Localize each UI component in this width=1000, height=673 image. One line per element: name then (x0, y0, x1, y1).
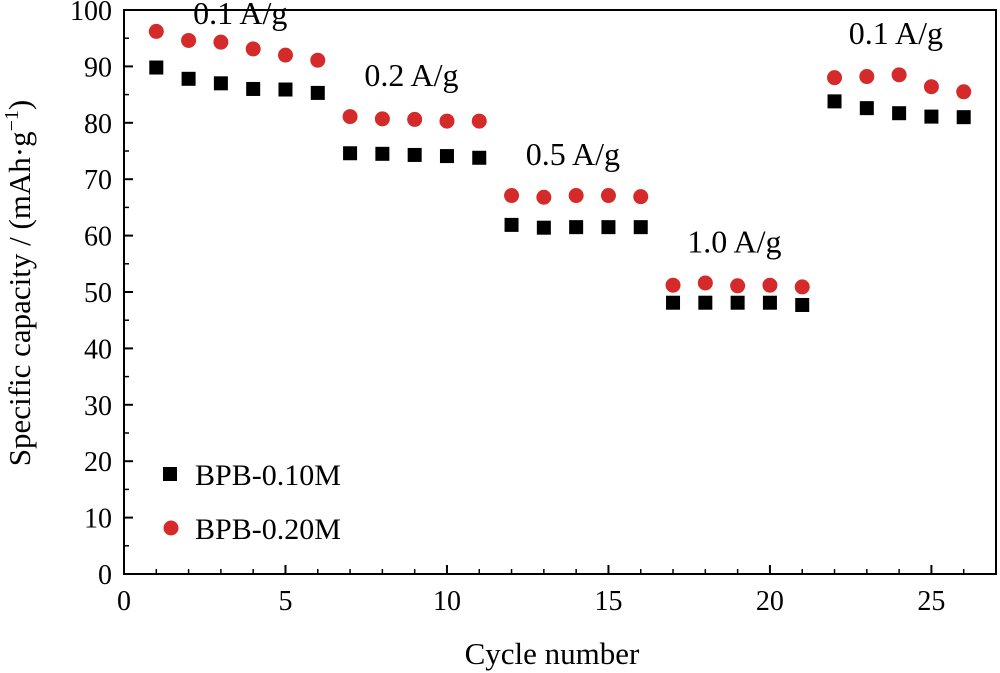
point-bpb010m (504, 217, 519, 232)
current-density-label: 0.5 A/g (526, 136, 620, 172)
y-tick-label: 20 (84, 447, 112, 478)
point-bpb020m (245, 41, 261, 57)
y-tick-label: 100 (70, 0, 112, 27)
x-tick-label: 25 (917, 586, 945, 617)
point-bpb010m (924, 109, 939, 124)
point-bpb010m (278, 82, 293, 97)
y-tick-label: 0 (98, 560, 112, 591)
point-bpb020m (794, 279, 810, 295)
point-bpb010m (730, 295, 745, 310)
point-bpb020m (600, 188, 616, 204)
x-tick-label: 0 (117, 586, 131, 617)
point-bpb020m (730, 278, 746, 294)
y-tick-label: 80 (84, 109, 112, 140)
y-tick-label: 50 (84, 278, 112, 309)
point-bpb020m (342, 109, 358, 125)
point-bpb020m (633, 189, 649, 205)
point-bpb010m (666, 295, 681, 310)
y-tick-label: 70 (84, 165, 112, 196)
point-bpb010m (439, 149, 454, 164)
legend-label-bpb-020m: BPB-0.20M (195, 513, 341, 546)
point-bpb010m (859, 101, 874, 116)
point-bpb010m (472, 150, 487, 165)
point-bpb020m (439, 113, 455, 129)
x-tick-label: 20 (756, 586, 784, 617)
point-bpb020m (504, 188, 520, 204)
point-bpb010m (213, 76, 228, 91)
legend-label-bpb-010m: BPB-0.10M (195, 459, 341, 492)
point-bpb010m (246, 81, 261, 96)
point-bpb010m (827, 94, 842, 109)
point-bpb010m (892, 106, 907, 121)
y-tick-label: 60 (84, 222, 112, 253)
y-axis-title-close: ) (2, 100, 37, 110)
point-bpb010m (762, 295, 777, 310)
point-bpb010m (181, 71, 196, 86)
plot-frame (123, 9, 997, 575)
point-bpb010m (601, 220, 616, 235)
legend-marker-bpb-010m (163, 467, 177, 481)
y-tick-label: 40 (84, 334, 112, 365)
point-bpb020m (956, 84, 972, 100)
point-bpb020m (407, 111, 423, 127)
point-bpb010m (956, 110, 971, 125)
point-bpb020m (181, 32, 197, 48)
point-bpb020m (148, 23, 164, 39)
point-bpb020m (827, 70, 843, 86)
point-bpb020m (213, 34, 229, 50)
point-bpb010m (698, 295, 713, 310)
current-density-label: 0.1 A/g (849, 15, 943, 51)
point-bpb010m (633, 220, 648, 235)
point-bpb020m (697, 275, 713, 291)
axis-ticks: 0 5 10 15 20 25 0 10 20 30 40 50 60 70 80 90 100 (70, 0, 965, 617)
x-tick-label: 5 (278, 586, 292, 617)
y-tick-label: 10 (84, 504, 112, 535)
point-bpb020m (665, 277, 681, 293)
current-density-label: 0.2 A/g (364, 57, 458, 93)
point-bpb010m (536, 220, 551, 235)
y-tick-label: 90 (84, 52, 112, 83)
point-bpb010m (310, 85, 325, 100)
point-bpb010m (795, 297, 810, 312)
point-bpb020m (568, 188, 584, 204)
point-bpb020m (310, 52, 326, 68)
point-bpb010m (343, 146, 358, 161)
point-bpb020m (859, 69, 875, 85)
data-marks (148, 23, 972, 312)
point-bpb020m (536, 189, 552, 205)
point-bpb010m (407, 147, 422, 162)
y-axis-title: Specific capacity / (mAh·g−1) (1, 100, 37, 466)
current-density-label: 1.0 A/g (687, 224, 781, 260)
x-tick-label: 15 (594, 586, 622, 617)
point-bpb010m (569, 220, 584, 235)
current-density-annotations: 0.1 A/g 0.2 A/g 0.5 A/g 1.0 A/g 0.1 A/g (193, 0, 943, 260)
point-bpb020m (762, 277, 778, 293)
point-bpb020m (891, 67, 907, 83)
legend-marker-bpb-020m (163, 520, 179, 536)
point-bpb020m (277, 47, 293, 63)
x-tick-label: 10 (433, 586, 461, 617)
point-bpb010m (375, 146, 390, 161)
current-density-label: 0.1 A/g (193, 0, 287, 31)
point-bpb020m (374, 111, 390, 127)
y-tick-label: 30 (84, 391, 112, 422)
y-axis-title-superscript: −1 (1, 110, 23, 131)
x-axis-title: Cycle number (465, 636, 640, 671)
legend: BPB-0.10M BPB-0.20M (163, 459, 341, 546)
point-bpb020m (471, 113, 487, 129)
point-bpb020m (923, 79, 939, 95)
point-bpb010m (149, 60, 164, 75)
